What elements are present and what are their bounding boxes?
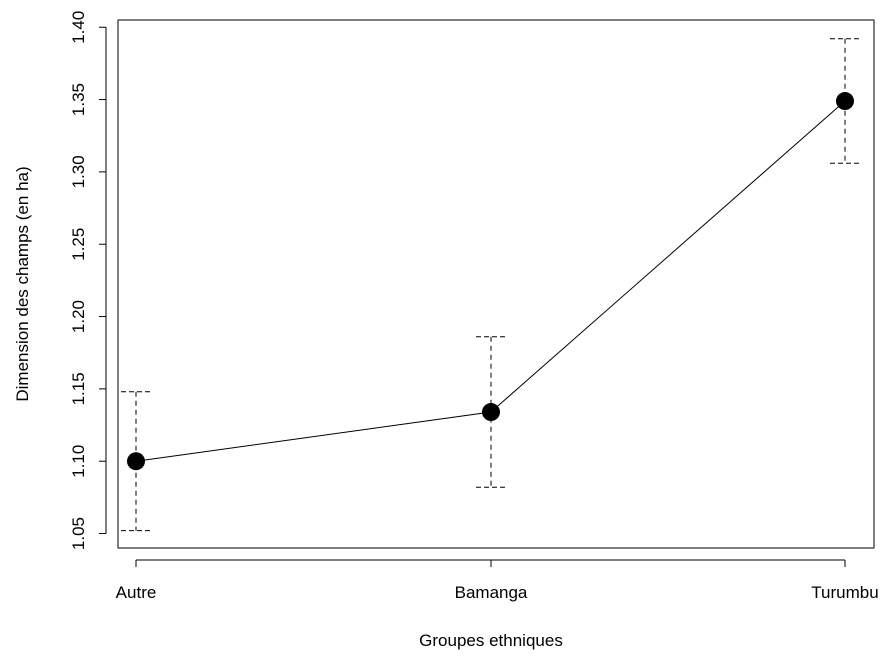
data-point <box>482 403 500 422</box>
x-tick-label: Turumbu <box>811 583 878 602</box>
plot-frame <box>117 19 875 549</box>
data-point <box>836 92 854 111</box>
error-bar <box>121 391 151 532</box>
y-tick-label: 1.35 <box>69 83 88 116</box>
x-axis: Autre Bamanga Turumbu <box>116 559 879 602</box>
data-point <box>127 452 145 471</box>
x-tick-label: Autre <box>116 583 157 602</box>
error-bars <box>121 38 860 532</box>
y-tick-label: 1.05 <box>69 517 88 550</box>
y-tick-label: 1.20 <box>69 300 88 333</box>
y-tick-label: 1.40 <box>69 11 88 44</box>
series-line <box>127 92 854 471</box>
error-bar <box>830 38 860 164</box>
y-tick-label: 1.30 <box>69 155 88 188</box>
y-tick-label: 1.25 <box>69 228 88 261</box>
x-tick-label: Bamanga <box>455 583 528 602</box>
y-tick-label: 1.15 <box>69 372 88 405</box>
y-tick-label: 1.10 <box>69 445 88 478</box>
y-axis: 1.05 1.10 1.15 1.20 1.25 1.30 1.35 1.40 <box>69 11 107 550</box>
x-axis-label: Groupes ethniques <box>419 631 563 650</box>
y-axis-label: Dimension des champs (en ha) <box>13 166 32 401</box>
